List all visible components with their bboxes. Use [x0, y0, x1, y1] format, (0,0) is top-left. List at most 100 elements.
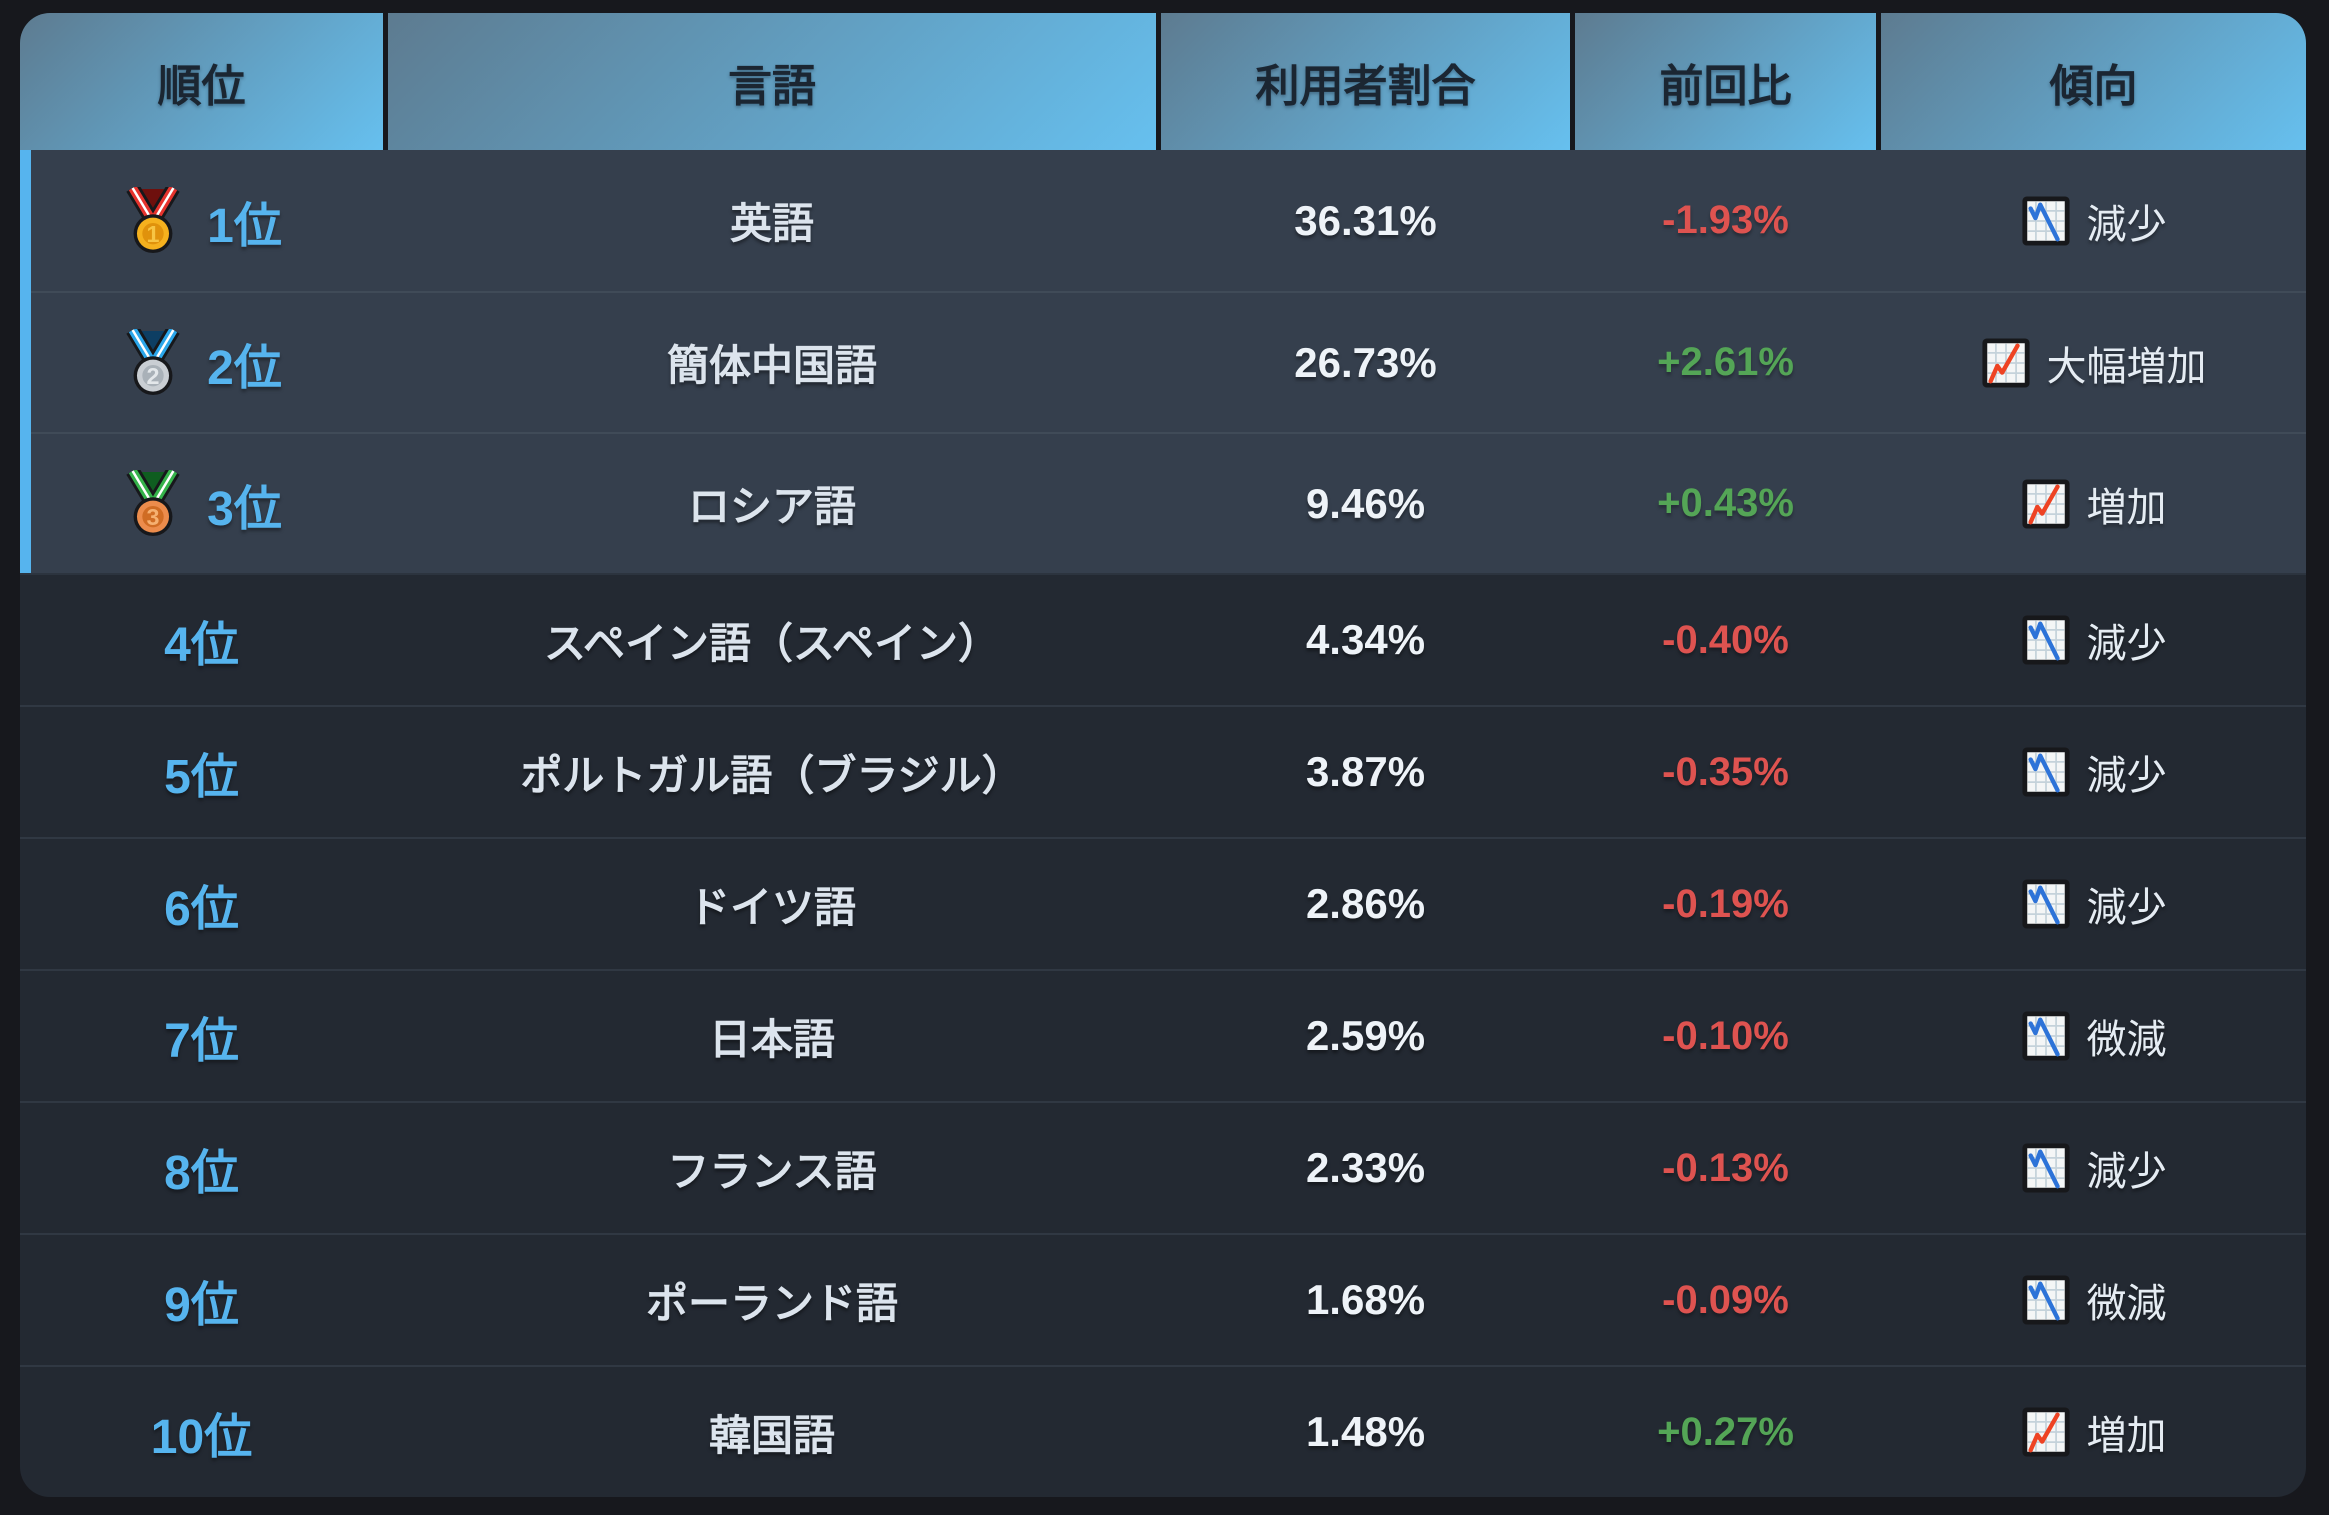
rank-cell: 1 1位 — [20, 150, 383, 291]
column-header-change-label: 前回比 — [1659, 61, 1792, 111]
svg-text:3: 3 — [147, 503, 160, 529]
table-row: 10位 韓国語 1.48% +0.27% 増加 — [20, 1365, 2306, 1497]
svg-text:2: 2 — [147, 362, 160, 388]
table-row: 7位 日本語 2.59% -0.10% 微減 — [20, 969, 2306, 1101]
language-cell: 韓国語 — [388, 1367, 1156, 1497]
rank-label: 3位 — [207, 482, 282, 536]
column-header-share-label: 利用者割合 — [1255, 61, 1476, 111]
share-cell: 9.46% — [1161, 434, 1570, 573]
share-value: 1.68% — [1305, 1276, 1426, 1323]
change-cell: +2.61% — [1575, 293, 1876, 432]
trend-cell: 増加 — [1881, 434, 2306, 573]
language-label: ポーランド語 — [645, 1279, 898, 1327]
share-cell: 36.31% — [1161, 150, 1570, 291]
language-cell: 日本語 — [388, 971, 1156, 1101]
table-header: 順位 言語 利用者割合 前回比 傾向 — [20, 13, 2306, 150]
chart-decreasing-icon — [2021, 879, 2070, 929]
chart-decreasing-icon — [2021, 615, 2070, 665]
language-label: フランス語 — [667, 1147, 877, 1195]
share-cell: 3.87% — [1161, 707, 1570, 837]
share-cell: 2.86% — [1161, 839, 1570, 969]
rank-cell: 8位 — [20, 1103, 383, 1233]
bronze-medal-icon: 3 — [126, 469, 180, 536]
trend-cell: 減少 — [1881, 150, 2306, 291]
language-cell: スペイン語（スペイン） — [388, 575, 1156, 705]
column-header-change[interactable]: 前回比 — [1575, 13, 1876, 150]
share-cell: 2.33% — [1161, 1103, 1570, 1233]
change-cell: -0.09% — [1575, 1235, 1876, 1365]
language-cell: 簡体中国語 — [388, 293, 1156, 432]
trend-cell: 微減 — [1881, 1235, 2306, 1365]
trend-cell: 減少 — [1881, 707, 2306, 837]
change-value: -0.19% — [1662, 881, 1789, 926]
share-value: 2.59% — [1305, 1012, 1426, 1059]
change-cell: +0.27% — [1575, 1367, 1876, 1497]
svg-text:1: 1 — [147, 220, 160, 246]
column-header-trend[interactable]: 傾向 — [1881, 13, 2306, 150]
share-value: 26.73% — [1294, 338, 1437, 386]
column-header-language[interactable]: 言語 — [388, 13, 1156, 150]
share-cell: 2.59% — [1161, 971, 1570, 1101]
trend-cell: 減少 — [1881, 1103, 2306, 1233]
trend-cell: 大幅増加 — [1881, 293, 2306, 432]
trend-label: 減少 — [2086, 202, 2167, 247]
column-header-language-label: 言語 — [728, 61, 816, 111]
trend-label: 微減 — [2086, 1282, 2167, 1326]
language-ranking-table: 順位 言語 利用者割合 前回比 傾向 1 1位 — [20, 13, 2306, 1497]
column-header-trend-label: 傾向 — [2049, 61, 2138, 111]
change-cell: -0.40% — [1575, 575, 1876, 705]
trend-cell: 減少 — [1881, 839, 2306, 969]
change-value: +2.61% — [1657, 340, 1794, 384]
chart-increasing-icon — [2021, 478, 2070, 529]
share-value: 9.46% — [1305, 479, 1426, 527]
chart-decreasing-icon — [2021, 1011, 2070, 1061]
language-label: ロシア語 — [687, 483, 856, 530]
table-row: 6位 ドイツ語 2.86% -0.19% 減少 — [20, 837, 2306, 969]
trend-cell: 増加 — [1881, 1367, 2306, 1497]
column-header-share[interactable]: 利用者割合 — [1161, 13, 1570, 150]
rank-label: 4位 — [164, 619, 239, 672]
trend-label: 大幅増加 — [2046, 344, 2207, 389]
trend-label: 微減 — [2086, 1018, 2167, 1062]
chart-decreasing-icon — [2021, 747, 2070, 797]
chart-increasing-icon — [1981, 337, 2030, 388]
table-row: 9位 ポーランド語 1.68% -0.09% 微減 — [20, 1233, 2306, 1365]
trend-cell: 微減 — [1881, 971, 2306, 1101]
language-label: 韓国語 — [708, 1411, 835, 1459]
change-cell: -1.93% — [1575, 150, 1876, 291]
column-header-rank-label: 順位 — [157, 61, 246, 111]
rank-cell: 2 2位 — [20, 293, 383, 432]
language-label: 英語 — [729, 200, 814, 247]
rank-cell: 5位 — [20, 707, 383, 837]
change-cell: -0.35% — [1575, 707, 1876, 837]
share-value: 36.31% — [1294, 196, 1437, 244]
language-label: スペイン語（スペイン） — [543, 619, 1001, 667]
trend-label: 減少 — [2086, 622, 2167, 666]
rank-label: 6位 — [164, 883, 239, 936]
column-header-rank[interactable]: 順位 — [20, 13, 383, 150]
rank-label: 8位 — [164, 1147, 239, 1200]
trend-label: 減少 — [2086, 1150, 2167, 1194]
language-label: ポルトガル語（ブラジル） — [520, 751, 1024, 799]
gold-medal-icon: 1 — [126, 186, 180, 253]
trend-label: 減少 — [2086, 754, 2167, 798]
rank-cell: 10位 — [20, 1367, 383, 1497]
share-cell: 26.73% — [1161, 293, 1570, 432]
change-value: -0.09% — [1662, 1277, 1789, 1322]
change-value: -0.35% — [1662, 749, 1789, 794]
silver-medal-icon: 2 — [126, 328, 180, 395]
chart-increasing-icon — [2021, 1407, 2070, 1457]
language-label: 簡体中国語 — [666, 342, 877, 389]
share-value: 2.86% — [1305, 880, 1426, 927]
language-label: ドイツ語 — [687, 883, 856, 931]
language-cell: 英語 — [388, 150, 1156, 291]
share-cell: 1.68% — [1161, 1235, 1570, 1365]
rank-label: 7位 — [164, 1015, 239, 1068]
rank-cell: 4位 — [20, 575, 383, 705]
rank-label: 9位 — [164, 1279, 239, 1332]
language-cell: ポーランド語 — [388, 1235, 1156, 1365]
language-cell: フランス語 — [388, 1103, 1156, 1233]
share-cell: 4.34% — [1161, 575, 1570, 705]
table-row: 3 3位 ロシア語 9.46% +0.43% 増加 — [20, 432, 2306, 573]
trend-label: 増加 — [2086, 485, 2167, 530]
